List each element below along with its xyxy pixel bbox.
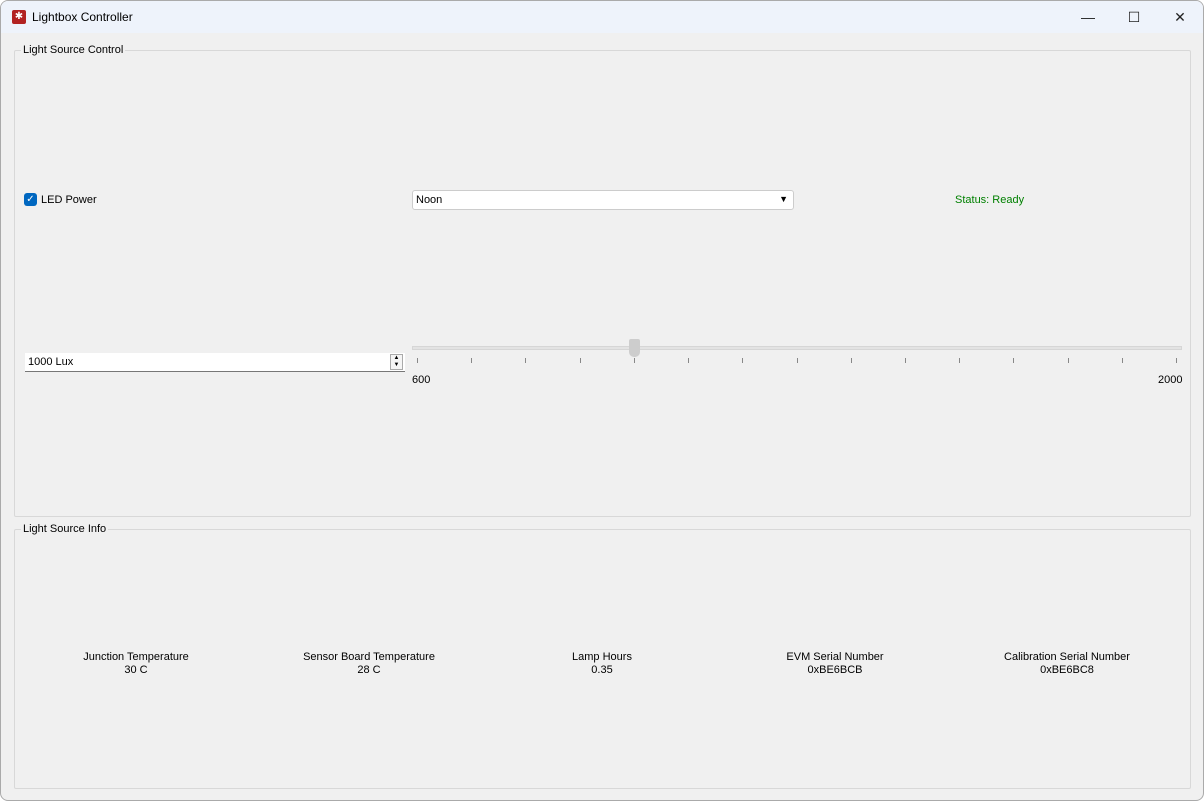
lightbox-app-icon: ✱ bbox=[12, 10, 26, 24]
slider-tick bbox=[1122, 358, 1123, 363]
slider-tick bbox=[905, 358, 906, 363]
slider-tick bbox=[1068, 358, 1069, 363]
chevron-down-icon: ▼ bbox=[779, 194, 788, 204]
info-value: 30 C bbox=[124, 664, 148, 676]
maximize-button[interactable]: ☐ bbox=[1127, 9, 1141, 25]
group-label: Light Source Info bbox=[21, 523, 109, 535]
info-value: 0.35 bbox=[591, 664, 613, 676]
info-evm-serial-number: EVM Serial Number 0xBE6BCB bbox=[735, 651, 935, 677]
title-bar: ✱ Lightbox Controller — ☐ ✕ bbox=[1, 1, 1203, 33]
slider-tick bbox=[742, 358, 743, 363]
close-button[interactable]: ✕ bbox=[1174, 9, 1186, 25]
slider-max-label: 2000 bbox=[1158, 374, 1183, 386]
light-source-control-group: Light Source Control bbox=[14, 44, 1191, 517]
minimize-button[interactable]: — bbox=[1081, 9, 1095, 25]
window-title: Lightbox Controller bbox=[32, 10, 133, 24]
preset-dropdown[interactable]: Noon ▼ bbox=[412, 190, 794, 210]
led-power-label[interactable]: LED Power bbox=[41, 194, 97, 206]
lux-spinbox[interactable]: 1000 Lux ▲ ▼ bbox=[25, 353, 405, 372]
slider-tick bbox=[959, 358, 960, 363]
lux-value: 1000 Lux bbox=[28, 356, 74, 368]
info-value: 28 C bbox=[357, 664, 381, 676]
info-label: EVM Serial Number bbox=[786, 651, 884, 663]
info-label: Calibration Serial Number bbox=[1004, 651, 1130, 663]
lux-slider-thumb[interactable] bbox=[629, 339, 640, 357]
slider-tick bbox=[525, 358, 526, 363]
info-value: 0xBE6BCB bbox=[807, 664, 863, 676]
preset-selected: Noon bbox=[416, 194, 443, 206]
info-junction-temperature: Junction Temperature 30 C bbox=[36, 651, 236, 677]
light-source-info-group: Light Source Info bbox=[14, 523, 1191, 789]
info-label: Lamp Hours bbox=[572, 651, 632, 663]
info-label: Junction Temperature bbox=[83, 651, 189, 663]
spin-arrows-icon[interactable]: ▲ ▼ bbox=[390, 354, 403, 370]
slider-tick bbox=[634, 358, 635, 363]
slider-tick bbox=[417, 358, 418, 363]
info-lamp-hours: Lamp Hours 0.35 bbox=[502, 651, 702, 677]
lux-slider-track[interactable] bbox=[412, 346, 1182, 350]
slider-tick bbox=[1013, 358, 1014, 363]
slider-tick bbox=[580, 358, 581, 363]
slider-tick bbox=[851, 358, 852, 363]
led-power-checkbox[interactable]: ✓ bbox=[24, 193, 37, 206]
info-calibration-serial-number: Calibration Serial Number 0xBE6BC8 bbox=[967, 651, 1167, 677]
slider-tick bbox=[797, 358, 798, 363]
info-label: Sensor Board Temperature bbox=[303, 651, 435, 663]
info-sensor-board-temperature: Sensor Board Temperature 28 C bbox=[269, 651, 469, 677]
info-value: 0xBE6BC8 bbox=[1040, 664, 1094, 676]
slider-tick bbox=[471, 358, 472, 363]
slider-min-label: 600 bbox=[412, 374, 431, 386]
status-text: Status: Ready bbox=[955, 194, 1025, 206]
group-label: Light Source Control bbox=[21, 44, 126, 56]
slider-tick bbox=[688, 358, 689, 363]
slider-tick bbox=[1176, 358, 1177, 363]
